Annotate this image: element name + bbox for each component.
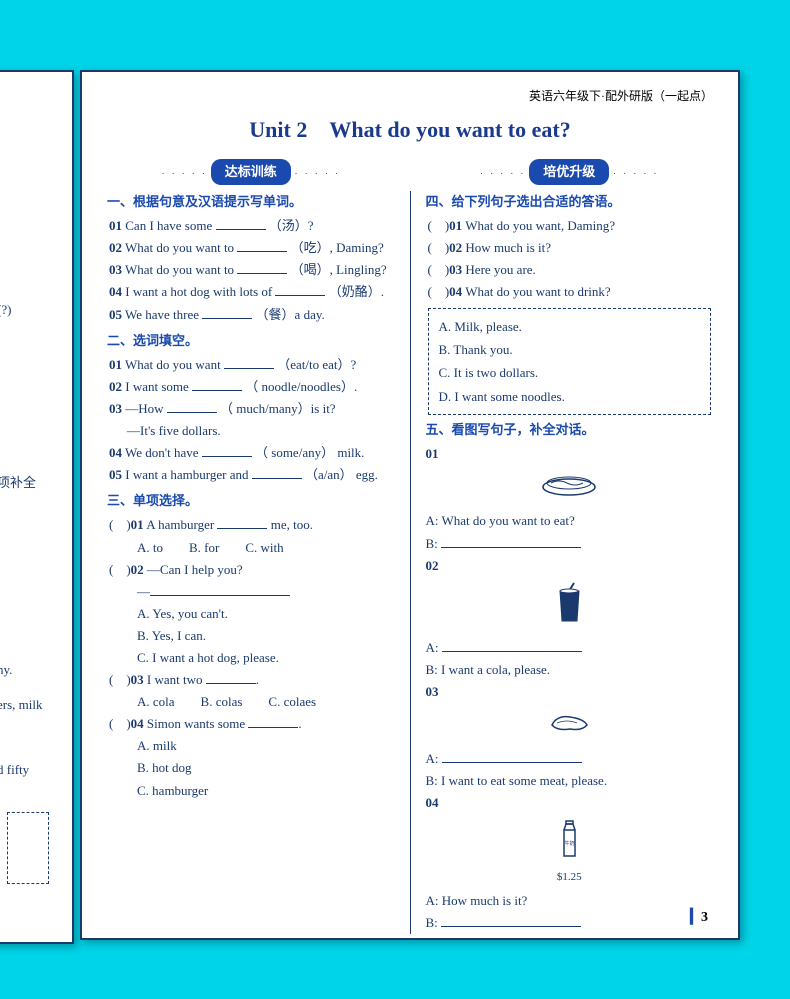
prev-text: d fifty (0, 762, 29, 778)
q3-2-dash: — (107, 581, 395, 603)
q2-5: 05 I want a hamburger and （a/an） egg. (109, 464, 395, 486)
milk-icon: 牛奶 $1.25 (426, 818, 714, 886)
section-4-title: 四、给下列句子选出合适的答语。 (426, 191, 714, 213)
q3-2: ( )02 —Can I help you? (109, 559, 395, 581)
section-1-title: 一、根据句意及汉语提示写单词。 (107, 191, 395, 213)
dots-icon: · · · · · (161, 168, 207, 179)
q2-3: 03 —How （ much/many）is it? (109, 398, 395, 420)
q3-4: ( )04 Simon wants some . (109, 713, 395, 735)
meat-icon (426, 707, 714, 744)
section-3-title: 三、单项选择。 (107, 490, 395, 512)
q1-1: 01 Can I have some （汤）? (109, 215, 395, 237)
q3-4-c: C. hamburger (107, 780, 395, 802)
ans-a: A. Milk, please. (439, 315, 701, 338)
right-column: · · · · · 培优升级 · · · · · 四、给下列句子选出合适的答语。… (426, 156, 714, 934)
answer-box: A. Milk, please. B. Thank you. C. It is … (428, 308, 712, 416)
prev-box (7, 812, 49, 884)
q4-1: ( )01 What do you want, Daming? (428, 215, 714, 237)
q2-4: 04 We don't have （ some/any） milk. (109, 442, 395, 464)
badge-left-text: 达标训练 (211, 159, 291, 185)
price-label: $1.25 (426, 868, 714, 887)
unit-title: Unit 2 What do you want to eat? (107, 112, 713, 144)
badge-right-text: 培优升级 (529, 159, 609, 185)
q1-4: 04 I want a hot dog with lots of （奶酪）. (109, 281, 395, 303)
dots-icon: · · · · · (480, 168, 526, 179)
page-header: 英语六年级下·配外研版（一起点） (107, 87, 713, 104)
q5-3: 03 (426, 681, 714, 703)
badge-left: · · · · · 达标训练 · · · · · (107, 159, 395, 185)
ans-b: B. Thank you. (439, 338, 701, 361)
q5-3-b: B: I want to eat some meat, please. (426, 770, 714, 792)
section-2-title: 二、选词填空。 (107, 330, 395, 352)
q5-4-a: A: How much is it? (426, 890, 714, 912)
left-column: · · · · · 达标训练 · · · · · 一、根据句意及汉语提示写单词。… (107, 156, 395, 934)
badge-right: · · · · · 培优升级 · · · · · (426, 159, 714, 185)
q3-3: ( )03 I want two . (109, 669, 395, 691)
q1-3: 03 What do you want to （喝）, Lingling? (109, 259, 395, 281)
q5-2: 02 (426, 555, 714, 577)
prev-text: (?) (0, 302, 11, 318)
q3-3-opts: A. cola B. colas C. colaes (107, 691, 395, 713)
previous-page-sliver: (?) 项补全 ny. ers, milk d fifty (0, 70, 74, 944)
q5-1-a: A: What do you want to eat? (426, 510, 714, 532)
q3-2-a: A. Yes, you can't. (107, 603, 395, 625)
prev-text: ny. (0, 662, 12, 678)
dots-icon: · · · · · (294, 168, 340, 179)
q2-1: 01 What do you want （eat/to eat）? (109, 354, 395, 376)
svg-text:牛奶: 牛奶 (564, 840, 574, 847)
q3-1-opts: A. to B. for C. with (107, 537, 395, 559)
q3-1: ( )01 A hamburger me, too. (109, 514, 395, 536)
prev-text: ers, milk (0, 697, 43, 713)
cola-icon (426, 581, 714, 633)
q2-2: 02 I want some （ noodle/noodles）. (109, 376, 395, 398)
q1-5: 05 We have three （餐）a day. (109, 304, 395, 326)
q5-1-b: B: (426, 533, 714, 555)
page-number: ▎3 (690, 909, 708, 926)
q5-4: 04 (426, 792, 714, 814)
section-5-title: 五、看图写句子，补全对话。 (426, 419, 714, 441)
q4-4: ( )04 What do you want to drink? (428, 281, 714, 303)
q5-2-b: B: I want a cola, please. (426, 659, 714, 681)
column-divider (410, 191, 411, 934)
q5-1: 01 (426, 443, 714, 465)
two-column-layout: · · · · · 达标训练 · · · · · 一、根据句意及汉语提示写单词。… (107, 156, 713, 934)
ans-d: D. I want some noodles. (439, 385, 701, 408)
q1-2: 02 What do you want to （吃）, Daming? (109, 237, 395, 259)
ans-c: C. It is two dollars. (439, 361, 701, 384)
q4-3: ( )03 Here you are. (428, 259, 714, 281)
prev-text: 项补全 (0, 472, 36, 491)
q4-2: ( )02 How much is it? (428, 237, 714, 259)
q3-4-a: A. milk (107, 735, 395, 757)
q2-3-ans: —It's five dollars. (109, 420, 395, 442)
workbook-page: 英语六年级下·配外研版（一起点） Unit 2 What do you want… (80, 70, 740, 940)
q5-3-a: A: (426, 748, 714, 770)
q3-4-b: B. hot dog (107, 757, 395, 779)
q5-2-a: A: (426, 637, 714, 659)
q5-4-b: B: (426, 912, 714, 934)
q3-2-c: C. I want a hot dog, please. (107, 647, 395, 669)
dots-icon: · · · · · (613, 168, 659, 179)
hotdog-icon (426, 469, 714, 506)
q3-2-b: B. Yes, I can. (107, 625, 395, 647)
